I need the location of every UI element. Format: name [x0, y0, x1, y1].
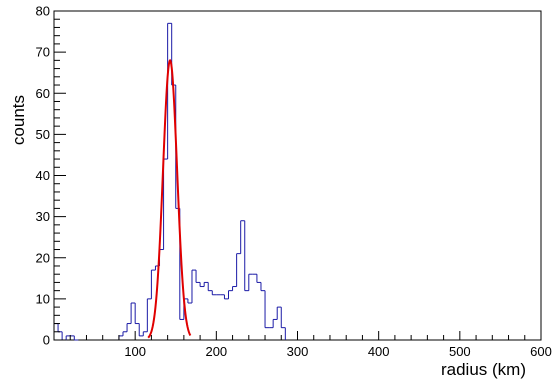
y-tick-label: 50 [36, 127, 50, 142]
y-tick-label: 10 [36, 291, 50, 306]
x-tick-label: 100 [124, 344, 146, 359]
y-tick-label: 40 [36, 168, 50, 183]
x-axis-label: radius (km) [441, 360, 526, 379]
y-tick-label: 80 [36, 4, 50, 19]
fit-curve [147, 58, 192, 339]
x-tick-label: 200 [205, 344, 227, 359]
y-tick-label: 30 [36, 209, 50, 224]
gaussian-fit [147, 58, 192, 339]
x-axis: 100 200 300 400 500 600 [53, 331, 552, 359]
histogram-bins [54, 22, 286, 341]
y-tick-label: 60 [36, 86, 50, 101]
x-tick-label: 300 [287, 344, 309, 359]
y-axis: 0 10 20 30 40 50 60 70 80 [36, 4, 66, 348]
x-tick-label: 600 [530, 344, 552, 359]
plot-frame [53, 10, 542, 341]
y-tick-label: 70 [36, 45, 50, 60]
y-tick-label: 0 [43, 333, 50, 348]
y-axis-label: counts [9, 95, 28, 145]
x-tick-label: 400 [368, 344, 390, 359]
y-tick-label: 20 [36, 250, 50, 265]
x-tick-label: 500 [449, 344, 471, 359]
